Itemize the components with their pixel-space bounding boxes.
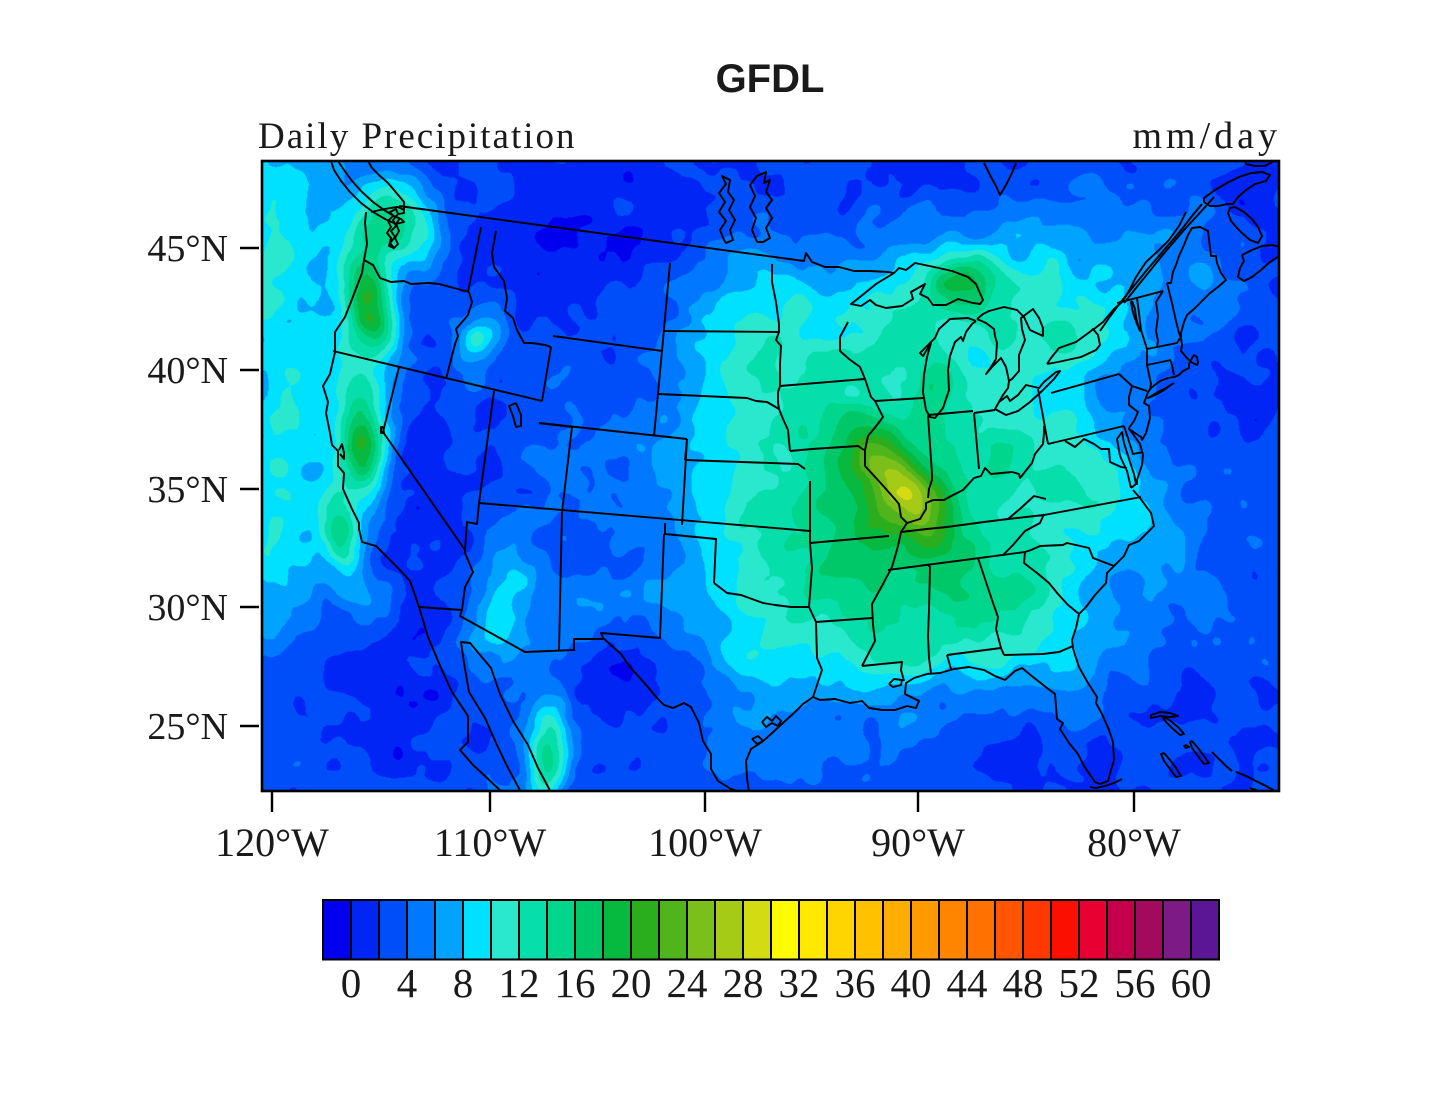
- svg-text:Daily Precipitation: Daily Precipitation: [258, 116, 577, 157]
- svg-text:48: 48: [1003, 960, 1044, 1006]
- svg-text:45°N: 45°N: [147, 228, 228, 270]
- svg-text:8: 8: [453, 960, 474, 1006]
- svg-text:12: 12: [499, 960, 540, 1006]
- svg-text:4: 4: [397, 960, 418, 1006]
- svg-text:110°W: 110°W: [434, 820, 547, 865]
- svg-text:35°N: 35°N: [147, 469, 228, 511]
- svg-text:GFDL: GFDL: [716, 57, 825, 101]
- svg-text:56: 56: [1115, 960, 1156, 1006]
- svg-text:52: 52: [1059, 960, 1100, 1006]
- svg-text:36: 36: [835, 960, 876, 1006]
- svg-text:120°W: 120°W: [215, 820, 329, 865]
- svg-text:40°N: 40°N: [147, 350, 228, 392]
- svg-text:32: 32: [779, 960, 820, 1006]
- svg-text:40: 40: [891, 960, 932, 1006]
- svg-text:28: 28: [723, 960, 764, 1006]
- svg-text:44: 44: [947, 960, 988, 1006]
- svg-text:20: 20: [611, 960, 652, 1006]
- svg-text:25°N: 25°N: [147, 706, 228, 748]
- svg-text:100°W: 100°W: [648, 820, 762, 865]
- svg-text:80°W: 80°W: [1087, 820, 1181, 865]
- svg-text:90°W: 90°W: [871, 820, 965, 865]
- svg-text:0: 0: [341, 960, 362, 1006]
- svg-text:mm/day: mm/day: [1132, 115, 1281, 157]
- svg-text:24: 24: [667, 960, 708, 1006]
- svg-text:60: 60: [1171, 960, 1212, 1006]
- svg-text:30°N: 30°N: [147, 587, 228, 629]
- svg-text:16: 16: [555, 960, 596, 1006]
